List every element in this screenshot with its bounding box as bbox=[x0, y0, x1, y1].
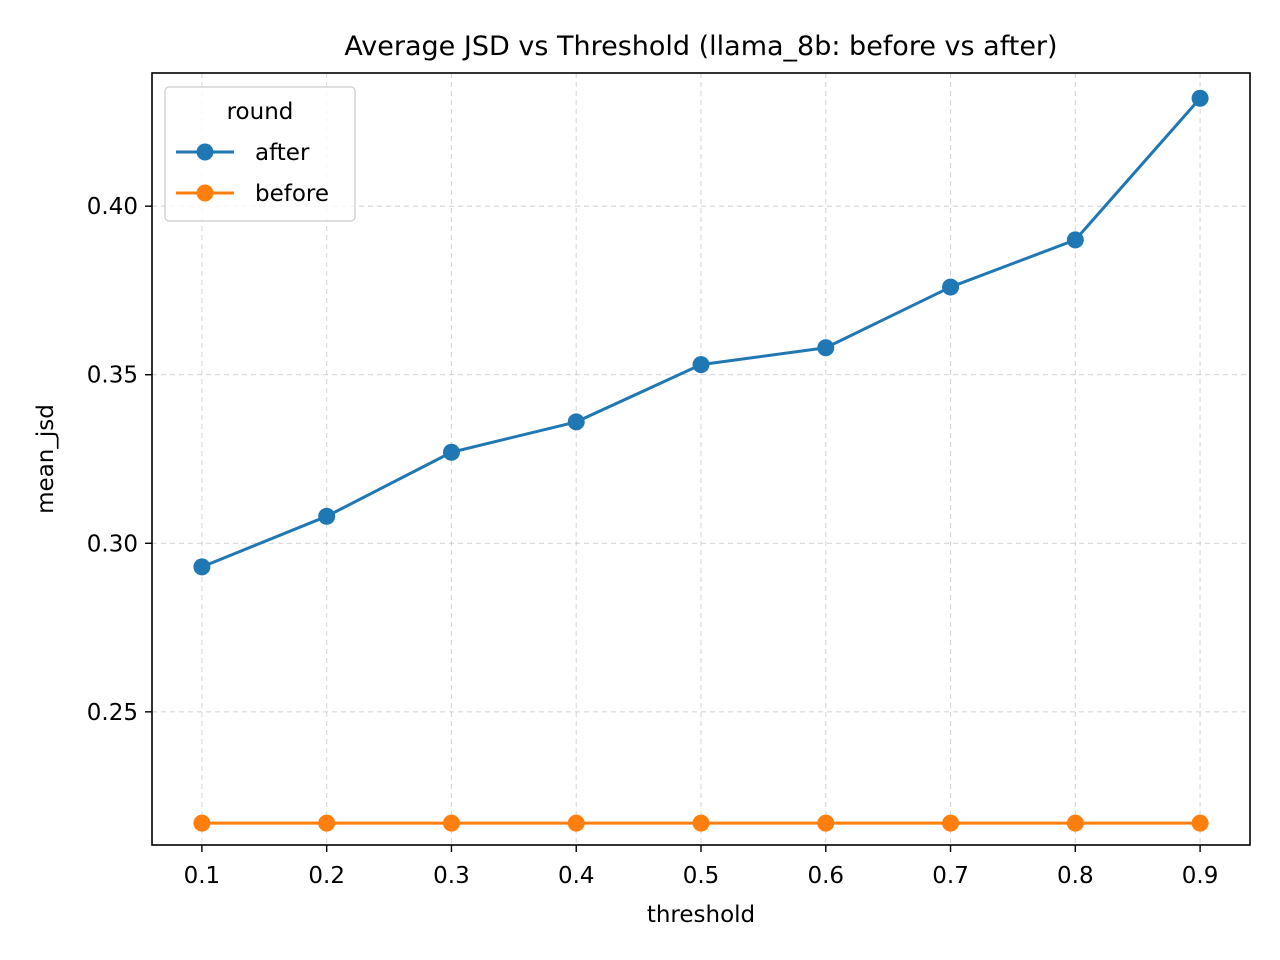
data-point-before bbox=[567, 814, 585, 832]
x-tick-label: 0.1 bbox=[184, 863, 221, 889]
x-tick-label: 0.3 bbox=[433, 863, 470, 889]
data-point-before bbox=[318, 814, 336, 832]
series-group bbox=[193, 89, 1209, 832]
axis-ticks: 0.1 0.2 0.3 0.4 0.5 0.6 0.7 0.8 0.9 0.25 0.30 0.35 0… bbox=[87, 194, 1219, 889]
legend-title: round bbox=[227, 99, 294, 125]
x-tick-label: 0.2 bbox=[308, 863, 345, 889]
data-point-after bbox=[942, 278, 960, 296]
y-tick-label: 0.25 bbox=[87, 700, 138, 726]
data-point-after bbox=[817, 339, 835, 357]
data-point-before bbox=[442, 814, 460, 832]
data-point-after bbox=[193, 558, 211, 576]
x-tick-label: 0.6 bbox=[807, 863, 844, 889]
data-point-before bbox=[692, 814, 710, 832]
y-axis-label: mean_jsd bbox=[33, 404, 59, 514]
legend-box bbox=[164, 86, 356, 222]
legend-marker-before bbox=[196, 184, 214, 202]
legend-label-after: after bbox=[255, 140, 310, 166]
y-tick-label: 0.40 bbox=[87, 194, 138, 220]
data-point-after bbox=[1191, 89, 1209, 107]
legend: round after before bbox=[164, 86, 356, 222]
legend-marker-after bbox=[196, 143, 214, 161]
data-point-after bbox=[567, 413, 585, 431]
data-point-after bbox=[692, 356, 710, 374]
data-point-after bbox=[1066, 231, 1084, 249]
data-point-after bbox=[442, 443, 460, 461]
x-tick-label: 0.5 bbox=[683, 863, 720, 889]
series-after bbox=[193, 89, 1209, 576]
y-tick-label: 0.35 bbox=[87, 363, 138, 389]
series-before bbox=[193, 814, 1209, 832]
data-point-before bbox=[942, 814, 960, 832]
chart-title: Average JSD vs Threshold (llama_8b: befo… bbox=[344, 31, 1057, 62]
data-point-before bbox=[1066, 814, 1084, 832]
x-tick-label: 0.8 bbox=[1057, 863, 1094, 889]
x-tick-label: 0.9 bbox=[1182, 863, 1219, 889]
data-point-before bbox=[193, 814, 211, 832]
x-tick-label: 0.7 bbox=[932, 863, 969, 889]
y-tick-label: 0.30 bbox=[87, 531, 138, 557]
x-axis-label: threshold bbox=[647, 902, 755, 928]
data-point-after bbox=[318, 507, 336, 525]
data-point-before bbox=[1191, 814, 1209, 832]
data-point-before bbox=[817, 814, 835, 832]
legend-label-before: before bbox=[255, 181, 329, 207]
x-tick-label: 0.4 bbox=[558, 863, 595, 889]
